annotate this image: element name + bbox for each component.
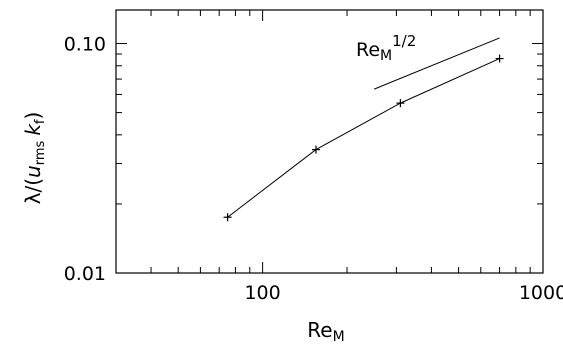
data-point — [396, 99, 405, 108]
x-tick-label: 1000 — [519, 282, 563, 304]
reference-line-group — [373, 37, 500, 90]
reference-line — [373, 37, 500, 90]
data-point — [495, 54, 504, 63]
y-tick-label: 0.01 — [64, 263, 106, 285]
tick-labels: 100 1000 0.01 0.10 — [64, 34, 563, 304]
data-point — [311, 145, 320, 154]
x-tick-label: 100 — [244, 282, 280, 304]
series-group — [223, 54, 504, 222]
reference-line-label: ReM1/2 — [356, 32, 416, 64]
axis-ticks — [115, 10, 544, 274]
data-point — [223, 213, 232, 222]
plot-frame — [115, 9, 544, 274]
y-tick-label: 0.10 — [64, 34, 106, 56]
y-axis-label: λ/(urmskf) — [21, 112, 48, 205]
series-line — [227, 58, 500, 218]
x-axis-label: ReM — [307, 318, 344, 345]
plot-area-border — [115, 9, 544, 274]
